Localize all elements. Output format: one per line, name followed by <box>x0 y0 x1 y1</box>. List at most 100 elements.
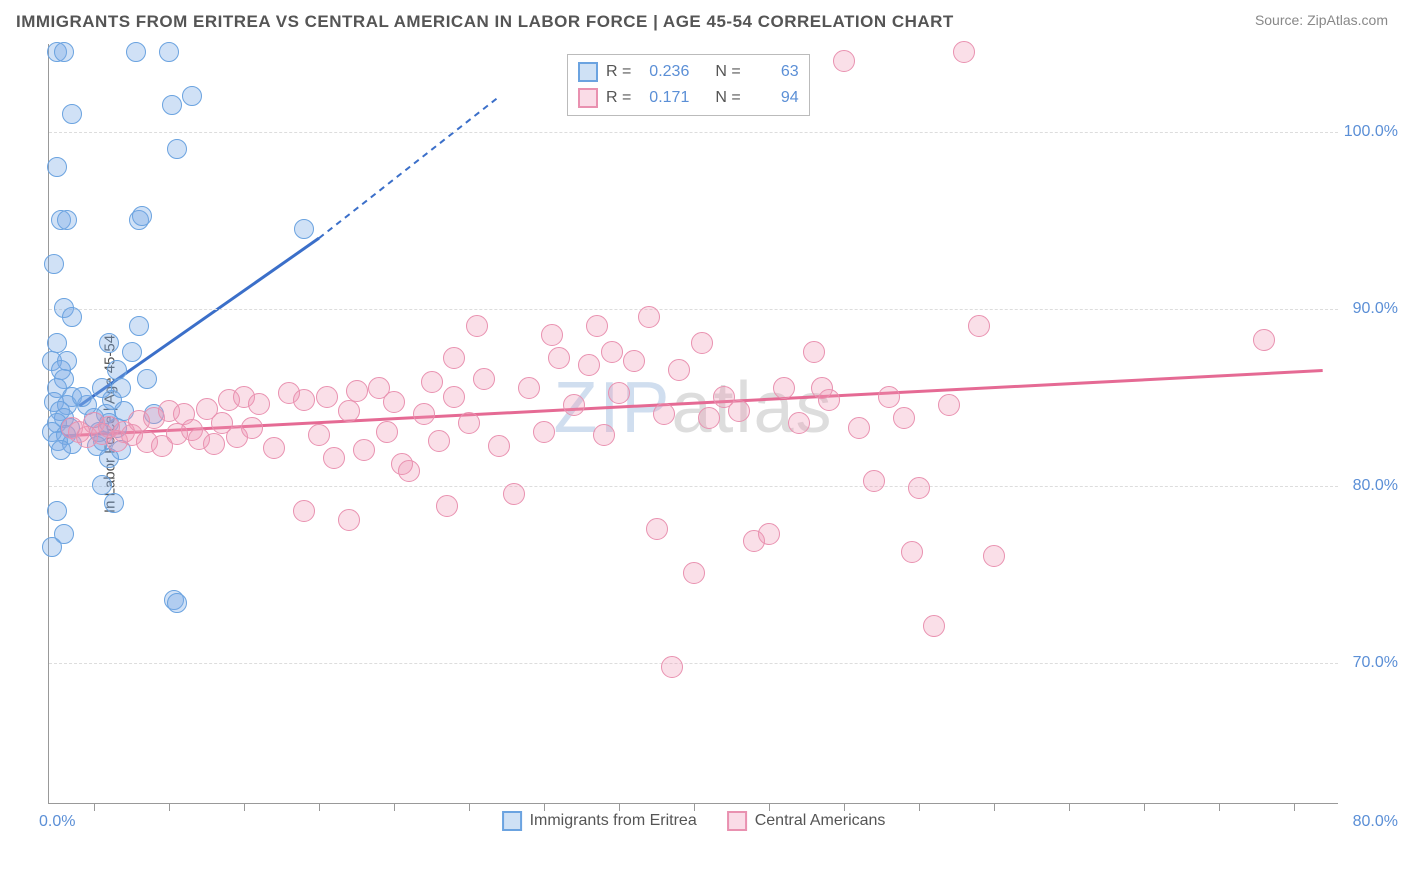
x-label-min: 0.0% <box>39 813 75 831</box>
scatter-point <box>353 439 375 461</box>
scatter-point <box>848 417 870 439</box>
scatter-point <box>92 475 112 495</box>
scatter-point <box>293 500 315 522</box>
y-tick-label: 100.0% <box>1344 123 1398 141</box>
scatter-point <box>47 501 67 521</box>
scatter-point <box>47 157 67 177</box>
x-tick <box>244 803 245 811</box>
scatter-point <box>863 470 885 492</box>
r-label: R = <box>606 63 631 81</box>
x-tick <box>619 803 620 811</box>
y-tick-label: 90.0% <box>1353 300 1398 318</box>
scatter-point <box>773 377 795 399</box>
scatter-point <box>563 394 585 416</box>
scatter-point <box>466 315 488 337</box>
scatter-point <box>593 424 615 446</box>
scatter-point <box>72 387 92 407</box>
legend-label: Immigrants from Eritrea <box>530 812 697 830</box>
scatter-point <box>167 593 187 613</box>
scatter-point <box>241 417 263 439</box>
scatter-point <box>263 437 285 459</box>
scatter-point <box>623 350 645 372</box>
scatter-point <box>203 433 225 455</box>
scatter-point <box>132 206 152 226</box>
r-value: 0.236 <box>639 63 689 81</box>
plot-area: In Labor Force | Age 45-54 ZIPatlas R = … <box>48 44 1338 804</box>
x-tick <box>994 803 995 811</box>
scatter-point <box>316 386 338 408</box>
scatter-point <box>661 656 683 678</box>
scatter-point <box>938 394 960 416</box>
swatch-icon <box>578 62 598 82</box>
x-tick <box>169 803 170 811</box>
x-tick <box>769 803 770 811</box>
scatter-point <box>162 95 182 115</box>
legend-label: Central Americans <box>755 812 886 830</box>
watermark-atlas: atlas <box>671 368 833 448</box>
scatter-point <box>923 615 945 637</box>
scatter-point <box>878 386 900 408</box>
scatter-point <box>968 315 990 337</box>
scatter-point <box>541 324 563 346</box>
n-label: N = <box>715 89 740 107</box>
scatter-point <box>953 41 975 63</box>
n-label: N = <box>715 63 740 81</box>
scatter-point <box>443 347 465 369</box>
swatch-icon <box>502 811 522 831</box>
scatter-point <box>533 421 555 443</box>
scatter-point <box>698 407 720 429</box>
scatter-point <box>833 50 855 72</box>
stats-box: R = 0.236 N = 63 R = 0.171 N = 94 <box>567 54 810 116</box>
scatter-point <box>473 368 495 390</box>
gridline-h <box>49 132 1338 133</box>
scatter-point <box>518 377 540 399</box>
x-label-max: 80.0% <box>1353 813 1398 831</box>
scatter-point <box>99 333 119 353</box>
bottom-legend: Immigrants from Eritrea Central American… <box>502 811 886 831</box>
scatter-point <box>111 378 131 398</box>
scatter-point <box>104 493 124 513</box>
stats-row: R = 0.236 N = 63 <box>578 59 799 85</box>
scatter-point <box>608 382 630 404</box>
source-label: Source: ZipAtlas.com <box>1255 12 1388 28</box>
gridline-h <box>49 309 1338 310</box>
scatter-point <box>458 412 480 434</box>
stats-row: R = 0.171 N = 94 <box>578 85 799 111</box>
swatch-icon <box>727 811 747 831</box>
x-tick <box>1069 803 1070 811</box>
scatter-point <box>908 477 930 499</box>
y-tick-label: 80.0% <box>1353 477 1398 495</box>
scatter-point <box>51 440 71 460</box>
scatter-point <box>42 537 62 557</box>
scatter-point <box>436 495 458 517</box>
scatter-point <box>548 347 570 369</box>
scatter-point <box>638 306 660 328</box>
scatter-point <box>653 403 675 425</box>
swatch-icon <box>578 88 598 108</box>
scatter-point <box>346 380 368 402</box>
x-tick <box>919 803 920 811</box>
scatter-point <box>44 254 64 274</box>
scatter-point <box>586 315 608 337</box>
scatter-point <box>488 435 510 457</box>
scatter-point <box>398 460 420 482</box>
r-label: R = <box>606 89 631 107</box>
x-tick <box>844 803 845 811</box>
scatter-point <box>129 316 149 336</box>
scatter-point <box>338 400 360 422</box>
scatter-point <box>758 523 780 545</box>
scatter-point <box>983 545 1005 567</box>
scatter-point <box>383 391 405 413</box>
scatter-point <box>503 483 525 505</box>
x-tick <box>94 803 95 811</box>
scatter-point <box>421 371 443 393</box>
scatter-point <box>308 424 330 446</box>
scatter-point <box>788 412 810 434</box>
gridline-h <box>49 486 1338 487</box>
scatter-point <box>62 307 82 327</box>
scatter-point <box>578 354 600 376</box>
scatter-point <box>601 341 623 363</box>
scatter-point <box>443 386 465 408</box>
scatter-point <box>167 139 187 159</box>
scatter-point <box>803 341 825 363</box>
